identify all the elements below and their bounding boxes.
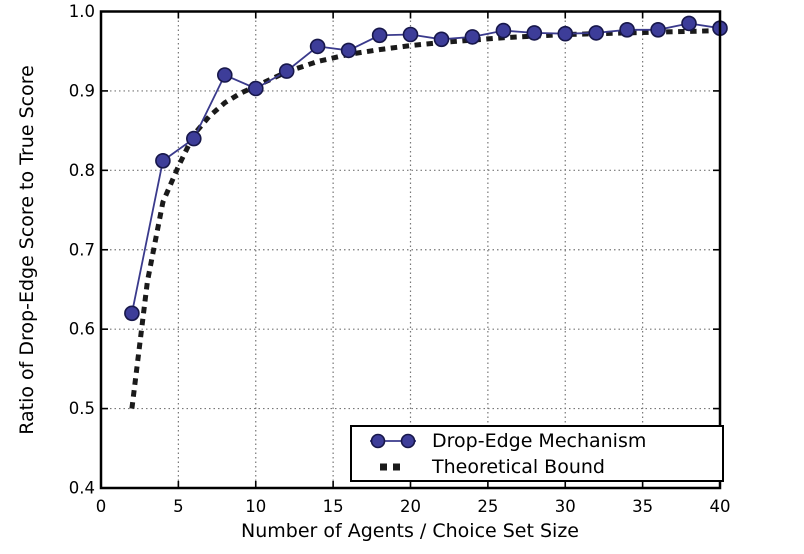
drop-edge-data-point xyxy=(650,21,666,38)
drop-edge-data-point xyxy=(278,63,295,79)
legend-entry-drop-edge: Drop-Edge Mechanism xyxy=(364,428,722,454)
y-tick-label: 0.6 xyxy=(69,320,95,339)
theoretical-bound-line xyxy=(129,28,721,409)
drop-edge-data-point xyxy=(681,15,697,32)
legend: Drop-Edge Mechanism Theoretical Bound xyxy=(350,425,724,482)
drop-edge-data-point xyxy=(557,25,574,42)
drop-edge-data-point xyxy=(495,22,512,39)
drop-edge-data-point xyxy=(526,25,543,41)
drop-edge-data-point xyxy=(217,67,233,83)
x-tick-label: 0 xyxy=(96,497,107,516)
x-tick-label: 15 xyxy=(323,497,344,516)
legend-entry-theoretical-bound: Theoretical Bound xyxy=(364,454,722,480)
drop-edge-data-point xyxy=(155,153,171,169)
drop-edge-data-point xyxy=(619,21,635,38)
x-tick-label: 40 xyxy=(710,497,731,516)
legend-label-drop-edge: Drop-Edge Mechanism xyxy=(432,429,647,452)
drop-edge-data-point xyxy=(309,38,326,55)
drop-edge-legend-glyph xyxy=(370,433,416,448)
x-tick-label: 20 xyxy=(400,497,421,516)
drop-edge-data-point xyxy=(248,80,264,97)
drop-edge-line xyxy=(131,22,721,314)
x-tick-label: 5 xyxy=(173,497,184,516)
y-tick-label: 0.4 xyxy=(69,479,95,498)
y-axis-label: Ratio of Drop-Edge Score to True Score xyxy=(16,65,38,435)
drop-edge-data-point xyxy=(124,305,140,322)
drop-edge-data-point xyxy=(433,31,450,48)
x-tick-label: 25 xyxy=(477,497,498,516)
x-tick-label: 10 xyxy=(245,497,266,516)
drop-edge-data-point xyxy=(588,25,605,41)
y-tick-label: 0.9 xyxy=(69,81,95,100)
theoretical-bound-legend-glyph xyxy=(380,463,400,470)
legend-label-theoretical-bound: Theoretical Bound xyxy=(432,455,605,478)
drop-edge-data-point xyxy=(371,27,388,44)
drop-edge-data-point xyxy=(340,42,357,59)
x-tick-label: 30 xyxy=(555,497,576,516)
y-tick-label: 0.7 xyxy=(69,240,95,259)
y-tick-label: 0.5 xyxy=(69,399,95,418)
drop-edge-data-point xyxy=(464,29,481,45)
y-tick-label: 0.8 xyxy=(69,161,95,180)
drop-edge-data-point xyxy=(186,130,202,147)
x-tick-label: 35 xyxy=(632,497,653,516)
y-tick-label: 1.0 xyxy=(69,2,95,21)
x-axis-label: Number of Agents / Choice Set Size xyxy=(241,520,579,542)
drop-edge-data-point xyxy=(402,26,419,43)
